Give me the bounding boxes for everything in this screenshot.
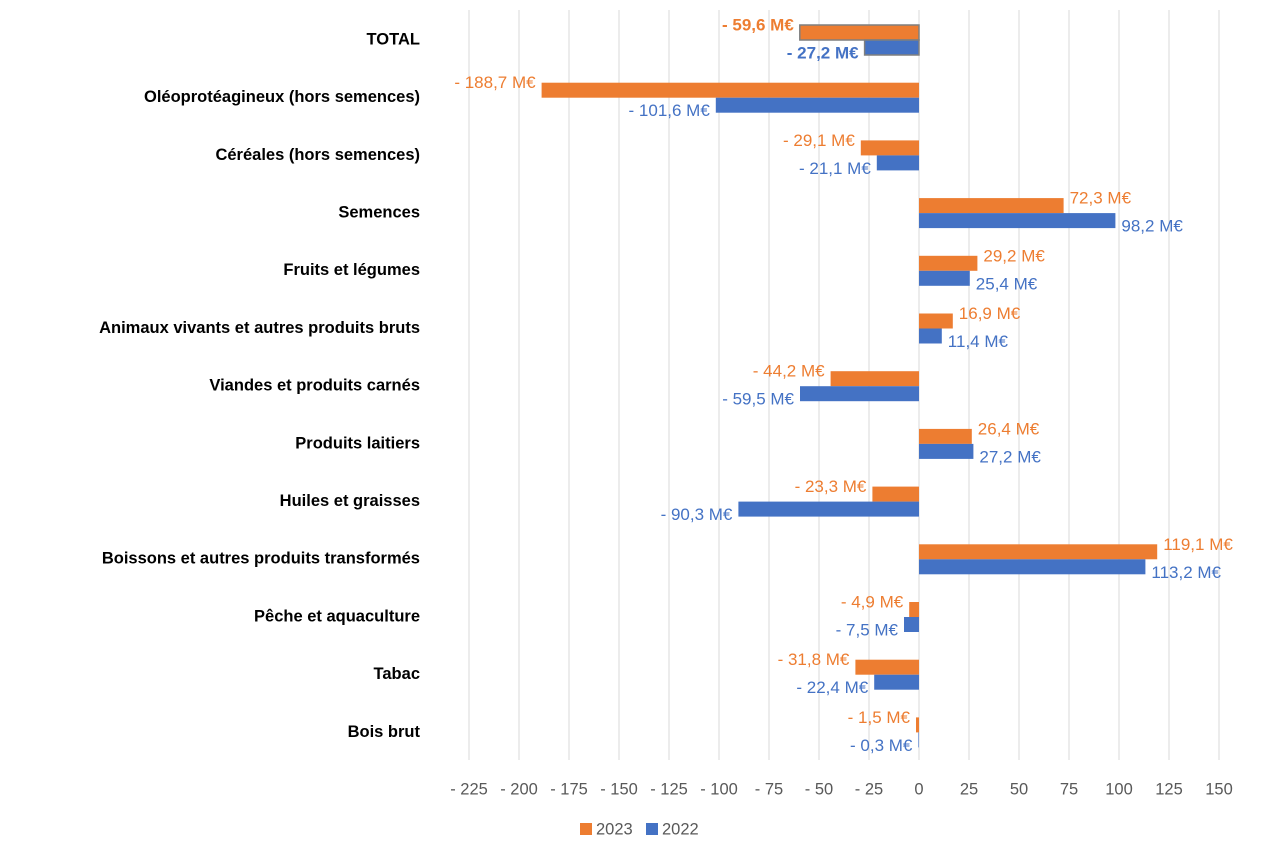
value-label: - 188,7 M€ [454,73,536,92]
category-label: Céréales (hors semences) [215,146,420,164]
x-tick-label: - 200 [500,780,538,798]
category-label: Semences [338,203,420,221]
value-label: - 31,8 M€ [778,650,850,669]
value-label: - 44,2 M€ [753,362,825,381]
value-label: - 7,5 M€ [836,620,899,639]
value-label: 119,1 M€ [1163,535,1233,554]
bar [919,544,1158,560]
bar [909,602,919,617]
x-tick-label: 50 [1010,780,1028,798]
category-label: Fruits et légumes [283,261,420,279]
bar [800,386,919,402]
category-label: Viandes et produits carnés [209,377,420,395]
category-label: Pêche et aquaculture [254,607,420,625]
x-tick-label: 125 [1155,780,1183,798]
bar [919,270,970,286]
value-label: 25,4 M€ [976,274,1038,293]
value-label: - 27,2 M€ [787,43,859,62]
value-label: - 29,1 M€ [783,131,855,150]
bar [799,24,920,41]
x-tick-label: 150 [1205,780,1233,798]
bar [738,501,919,517]
value-label: - 90,3 M€ [661,505,733,524]
value-label: 27,2 M€ [979,447,1041,466]
x-tick-label: 75 [1060,780,1078,798]
legend-swatch [646,823,658,835]
bar [919,255,978,271]
category-label: TOTAL [367,30,420,48]
value-label: 29,2 M€ [983,246,1045,265]
x-tick-label: 100 [1105,780,1133,798]
x-tick-label: - 50 [805,780,833,798]
value-label: - 4,9 M€ [841,592,904,611]
bar [904,617,919,632]
value-label: - 59,6 M€ [722,15,794,34]
x-tick-label: - 100 [700,780,738,798]
bar [919,313,953,329]
bar [919,559,1146,575]
x-tick-label: - 125 [650,780,688,798]
bar [916,717,919,733]
bar [876,155,919,171]
category-label: Oléoprotéagineux (hors semences) [144,88,420,106]
x-tick-label: - 75 [755,780,783,798]
legend-label: 2023 [596,820,633,838]
value-label: - 1,5 M€ [848,708,911,727]
value-label: - 22,4 M€ [796,678,868,697]
category-label: Produits laitiers [295,434,420,452]
value-label: 16,9 M€ [959,304,1021,323]
bar [919,198,1064,214]
bar [919,443,974,459]
bar [541,82,919,98]
value-label: - 21,1 M€ [799,159,871,178]
category-label: Tabac [374,665,420,683]
bar [860,140,919,156]
bar [919,213,1116,229]
bar [830,371,919,387]
bar [918,732,919,748]
category-label: Animaux vivants et autres produits bruts [99,319,420,337]
value-label: 98,2 M€ [1121,217,1183,236]
bar [872,486,919,502]
category-label: Bois brut [348,723,421,741]
value-label: 72,3 M€ [1070,189,1132,208]
x-tick-label: - 25 [855,780,883,798]
value-label: - 0,3 M€ [850,736,913,755]
bar [919,428,972,444]
bar [855,659,919,675]
value-label: 11,4 M€ [948,332,1009,351]
bar [919,328,942,344]
legend-label: 2022 [662,820,699,838]
bar [863,39,920,56]
x-tick-label: 0 [914,780,923,798]
value-label: - 23,3 M€ [795,477,867,496]
legend-swatch [580,823,592,835]
category-label: Huiles et graisses [280,492,420,510]
value-label: - 101,6 M€ [629,101,711,120]
x-tick-label: - 175 [550,780,588,798]
value-label: 113,2 M€ [1151,563,1221,582]
x-tick-label: - 150 [600,780,638,798]
category-label: Boissons et autres produits transformés [102,550,420,568]
value-label: 26,4 M€ [978,419,1040,438]
x-tick-label: - 225 [450,780,488,798]
x-tick-label: 25 [960,780,978,798]
value-label: - 59,5 M€ [722,390,794,409]
bar [715,97,919,113]
bar [874,674,919,690]
